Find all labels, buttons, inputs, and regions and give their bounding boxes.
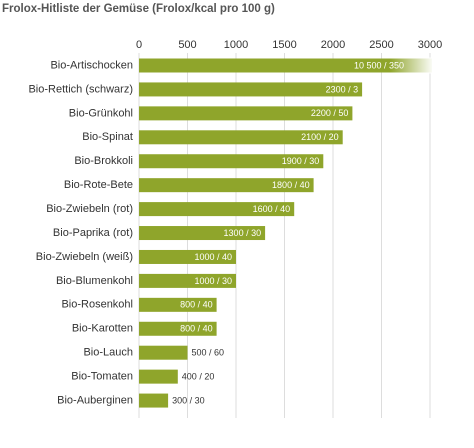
bar [139,154,324,169]
value-label: 2200 / 50 [311,108,349,118]
value-label: 1800 / 40 [272,180,310,190]
bar [139,202,295,217]
bar [139,345,188,360]
value-label: 1900 / 30 [282,156,320,166]
category-label: Bio-Spinat [82,131,133,143]
bar [139,297,217,312]
bar [139,249,236,264]
category-label: Bio-Auberginen [57,394,133,406]
x-tick-label: 1500 [272,39,296,51]
value-label: 1300 / 30 [224,228,262,238]
x-tick-label: 3000 [418,39,442,51]
value-label: 2300 / 3 [326,84,359,94]
category-label: Bio-Brokkoli [74,155,133,167]
bar [139,273,236,288]
value-label: 2100 / 20 [301,132,339,142]
bar [139,82,363,97]
bar [139,130,343,145]
category-label: Bio-Paprika (rot) [53,227,133,239]
category-label: Bio-Lauch [83,347,133,359]
value-label: 800 / 40 [180,300,213,310]
bar [139,369,178,384]
bar [139,178,314,193]
category-label: Bio-Blumenkohl [56,275,133,287]
bar [139,393,169,408]
category-label: Bio-Karotten [72,323,133,335]
x-tick-label: 1000 [224,39,248,51]
category-label: Bio-Rote-Bete [64,179,133,191]
value-label: 1600 / 40 [253,204,291,214]
bar [139,321,217,336]
value-label: 400 / 20 [182,372,215,382]
category-label: Bio-Tomaten [71,371,133,383]
value-label: 1000 / 40 [194,252,232,262]
value-label: 300 / 30 [172,395,205,405]
bar-fade [390,57,434,74]
bar [139,58,432,73]
category-label: Bio-Artischocken [50,59,133,71]
bar [139,226,266,241]
value-label: 1000 / 30 [194,276,232,286]
category-label: Bio-Zwiebeln (rot) [46,203,133,215]
category-label: Bio-Grünkohl [69,107,133,119]
chart-title: Frolox-Hitliste der Gemüse (Frolox/kcal … [2,3,275,15]
category-label: Bio-Zwiebeln (weiß) [36,251,133,263]
value-label: 500 / 60 [192,348,225,358]
x-tick-label: 500 [178,39,196,51]
value-label: 800 / 40 [180,324,213,334]
bar [139,106,353,121]
category-label: Bio-Rettich (schwarz) [28,83,133,95]
category-label: Bio-Rosenkohl [61,299,133,311]
value-label: 10 500 / 350 [354,60,404,70]
x-tick-label: 0 [136,39,142,51]
x-tick-label: 2000 [321,39,345,51]
x-tick-label: 2500 [369,39,393,51]
